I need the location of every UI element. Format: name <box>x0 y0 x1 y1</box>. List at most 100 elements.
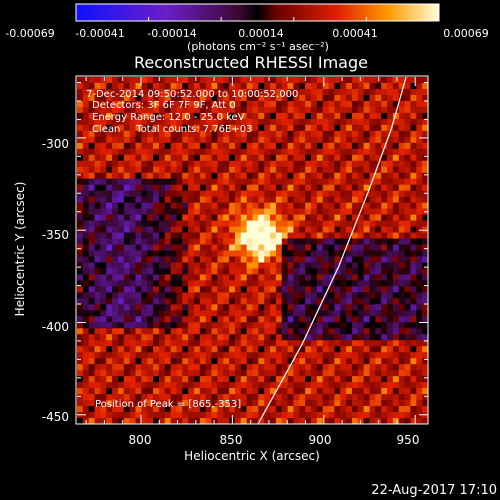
heatmap-cell <box>117 286 125 293</box>
heatmap-cell <box>141 286 148 293</box>
heatmap-cell <box>141 376 148 383</box>
heatmap-cell <box>381 316 388 323</box>
heatmap-cell <box>316 106 324 114</box>
heatmap-cell <box>77 268 84 276</box>
heatmap-cell <box>264 376 271 383</box>
heatmap-cell <box>340 112 347 120</box>
heatmap-cell <box>305 196 312 204</box>
heatmap-cell <box>281 412 289 419</box>
heatmap-cell <box>346 178 353 186</box>
heatmap-cell <box>182 256 189 264</box>
heatmap-cell <box>398 406 406 413</box>
heatmap-cell <box>141 364 148 371</box>
heatmap-cell <box>135 154 142 162</box>
heatmap-cell <box>123 118 131 126</box>
heatmap-cell <box>147 334 154 341</box>
heatmap-cell <box>205 112 213 120</box>
heatmap-cell <box>117 196 125 204</box>
heatmap-cell <box>147 154 154 162</box>
heatmap-cell <box>351 154 359 162</box>
heatmap-cell <box>100 334 107 341</box>
heatmap-cell <box>135 148 142 156</box>
heatmap-cell <box>404 77 412 84</box>
heatmap-cell <box>129 77 137 84</box>
heatmap-cell <box>117 238 125 246</box>
heatmap-cell <box>106 406 113 413</box>
heatmap-cell <box>305 382 312 389</box>
heatmap-cell <box>194 280 201 287</box>
heatmap-cell <box>153 232 160 240</box>
heatmap-cell <box>88 88 96 96</box>
heatmap-cell <box>123 214 131 222</box>
heatmap-cell <box>82 382 90 389</box>
heatmap-cell <box>322 202 330 210</box>
heatmap-cell <box>117 202 125 210</box>
heatmap-cell <box>141 124 148 132</box>
heatmap-cell <box>334 298 341 305</box>
heatmap-cell <box>369 346 376 353</box>
heatmap-cell <box>240 370 248 377</box>
heatmap-cell <box>416 238 423 246</box>
heatmap-cell <box>229 202 236 210</box>
heatmap-cell <box>188 202 195 210</box>
heatmap-cell <box>357 160 365 168</box>
heatmap-cell <box>328 334 335 341</box>
heatmap-cell <box>234 394 242 401</box>
heatmap-cell <box>229 190 236 198</box>
heatmap-cell <box>316 148 324 156</box>
heatmap-cell <box>229 370 236 377</box>
heatmap-cell <box>176 406 183 413</box>
heatmap-cell <box>369 148 376 156</box>
heatmap-cell <box>205 364 213 371</box>
heatmap-cell <box>328 178 335 186</box>
heatmap-cell <box>77 172 84 180</box>
heatmap-cell <box>141 77 148 84</box>
heatmap-cell <box>422 382 428 389</box>
heatmap-cell <box>387 352 394 359</box>
heatmap-cell <box>264 130 271 138</box>
heatmap-cell <box>369 322 376 329</box>
heatmap-cell <box>112 388 119 395</box>
heatmap-cell <box>129 292 137 299</box>
heatmap-cell <box>158 340 166 347</box>
heatmap-cell <box>106 184 113 192</box>
heatmap-cell <box>392 346 400 353</box>
heatmap-cell <box>123 238 131 246</box>
heatmap-cell <box>293 370 300 377</box>
heatmap-cell <box>369 358 376 365</box>
heatmap-cell <box>229 226 236 234</box>
heatmap-cell <box>217 82 224 90</box>
heatmap-cell <box>392 256 400 264</box>
heatmap-cell <box>147 88 154 96</box>
heatmap-cell <box>211 136 218 144</box>
heatmap-cell <box>164 208 172 216</box>
heatmap-cell <box>77 88 84 96</box>
heatmap-cell <box>112 166 119 174</box>
heatmap-cell <box>293 154 300 162</box>
heatmap-cell <box>369 190 376 198</box>
heatmap-cell <box>305 256 312 264</box>
heatmap-cell <box>398 322 406 329</box>
heatmap-cell <box>270 256 277 264</box>
heatmap-cell <box>410 250 417 258</box>
heatmap-cell <box>77 298 84 305</box>
heatmap-cell <box>293 268 300 276</box>
heatmap-cell <box>176 142 183 150</box>
heatmap-cell <box>387 406 394 413</box>
heatmap-cell <box>229 280 236 287</box>
heatmap-cell <box>153 334 160 341</box>
heatmap-cell <box>188 256 195 264</box>
heatmap-cell <box>170 202 178 210</box>
heatmap-cell <box>299 346 306 353</box>
heatmap-cell <box>141 334 148 341</box>
heatmap-cell <box>153 400 160 407</box>
heatmap-cell <box>223 226 230 234</box>
heatmap-cell <box>246 238 254 246</box>
heatmap-cell <box>410 304 417 311</box>
heatmap-cell <box>158 358 166 365</box>
heatmap-cell <box>316 256 324 264</box>
heatmap-cell <box>258 112 265 120</box>
heatmap-cell <box>275 244 283 252</box>
heatmap-cell <box>275 322 283 329</box>
heatmap-cell <box>270 286 277 293</box>
